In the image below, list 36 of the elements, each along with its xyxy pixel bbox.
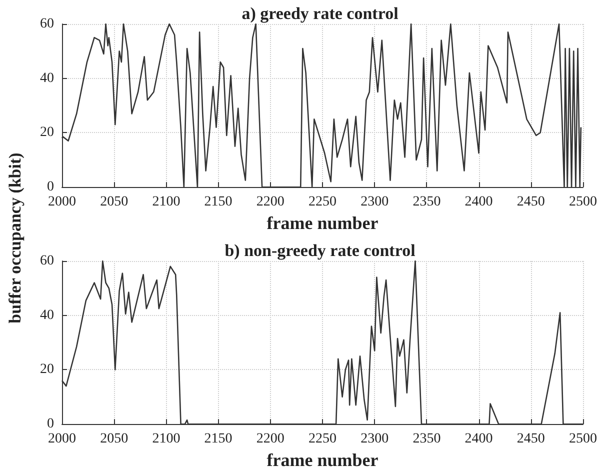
x-tick-label: 2050 [100,432,128,447]
chart-title: b) non-greedy rate control [224,241,416,260]
x-tick-label: 2250 [308,432,336,447]
x-tick-label: 2450 [516,432,545,447]
x-tick-label: 2100 [152,432,180,447]
x-tick-label: 2300 [360,432,389,447]
x-tick-label: 2100 [152,194,180,210]
x-tick-label: 2500 [569,432,597,447]
y-tick-label: 60 [40,16,54,32]
x-tick-label: 2150 [204,432,232,447]
y-tick-label: 0 [47,180,54,195]
y-tick-label: 40 [40,70,54,86]
x-tick-label: 2400 [464,432,493,447]
x-tick-label: 2500 [569,194,597,210]
x-tick-label: 2300 [360,194,389,210]
x-tick-label: 2400 [464,194,493,210]
x-tick-label: 2200 [256,194,284,210]
y-axis-title: buffer occupancy (kbit) [5,152,26,323]
x-tick-label: 2350 [412,194,441,210]
x-tick-label: 2000 [48,432,76,447]
x-tick-label: 2150 [204,194,232,210]
x-axis-title: frame number [266,450,378,470]
x-tick-label: 2350 [412,432,441,447]
x-tick-label: 2250 [308,194,336,210]
y-tick-label: 20 [40,125,54,140]
x-tick-label: 2050 [100,194,128,210]
y-tick-label: 60 [40,254,54,268]
y-tick-label: 40 [40,308,54,323]
x-tick-label: 2200 [256,432,284,447]
line-series [61,23,582,188]
x-tick-label: 2450 [516,194,545,210]
y-tick-label: 0 [47,416,54,432]
x-axis-title: frame number [266,213,378,233]
y-tick-label: 20 [40,362,54,378]
chart-title: a) greedy rate control [242,4,399,23]
x-tick-label: 2000 [48,194,76,210]
